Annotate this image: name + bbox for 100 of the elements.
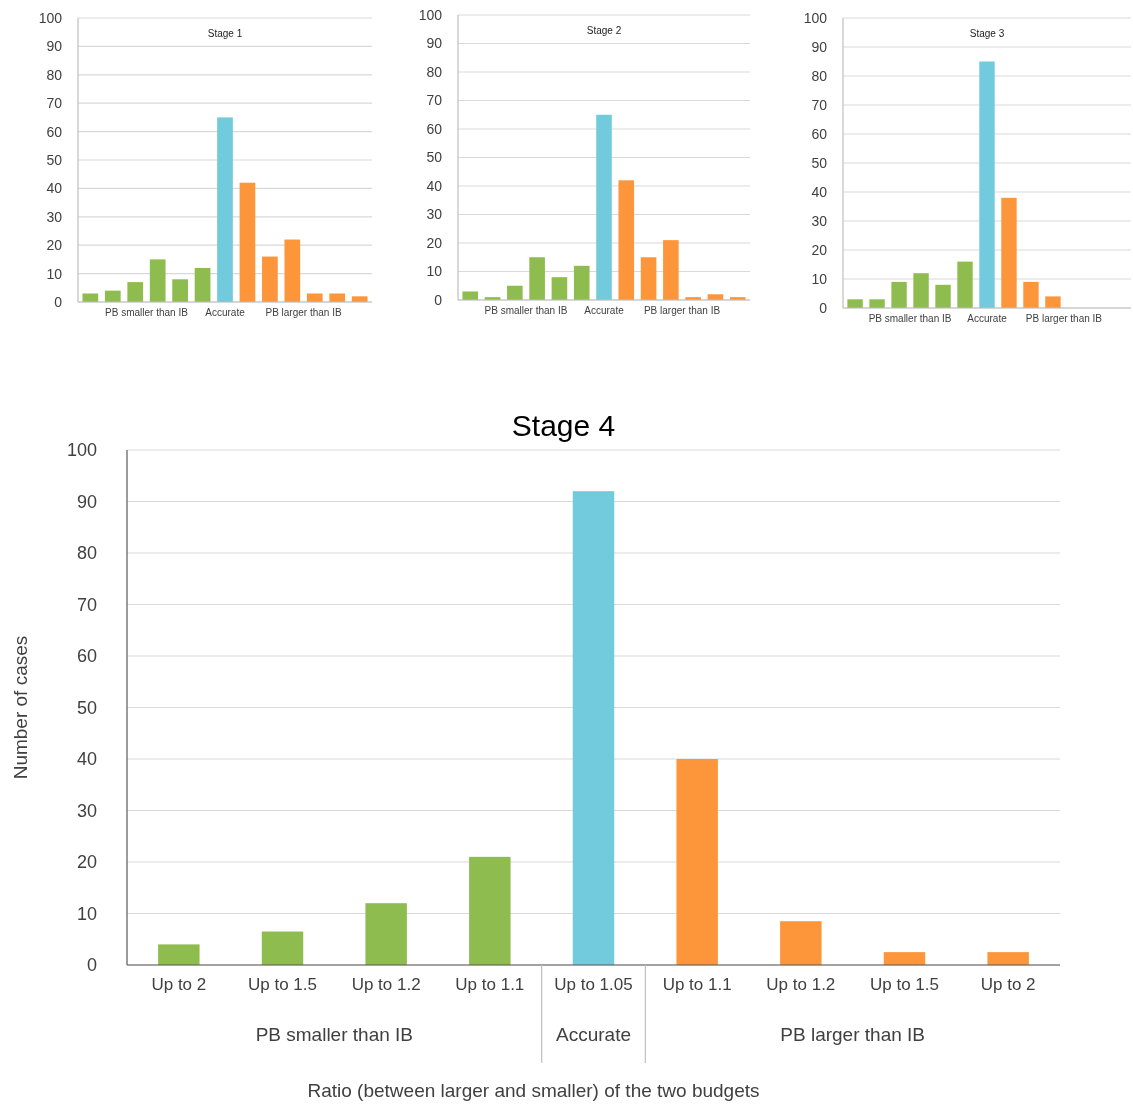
x-tick-label: Up to 2 (980, 975, 1036, 994)
y-tick-label: 90 (811, 38, 828, 55)
bar (217, 117, 233, 302)
x-tick-label: Up to 1.5 (870, 975, 939, 994)
bar (284, 239, 301, 302)
y-tick-label: 60 (46, 123, 63, 140)
bar (149, 259, 166, 302)
y-tick-label: 60 (811, 125, 828, 142)
y-tick-label: 0 (434, 291, 443, 308)
y-tick-label: 40 (426, 177, 443, 194)
y-tick-label: 50 (426, 149, 443, 166)
y-tick-label: 50 (811, 154, 828, 171)
text: PB larger than IB (265, 307, 342, 318)
y-tick-label: 60 (76, 646, 97, 667)
bar (194, 267, 211, 302)
y-tick-label: 30 (76, 800, 97, 821)
y-tick-label: 20 (426, 234, 443, 251)
bar (596, 114, 612, 300)
text: PB larger than IB (780, 1024, 926, 1045)
y-tick-label: 0 (86, 955, 97, 976)
bar (572, 491, 615, 965)
text: Accurate (967, 313, 1008, 324)
y-tick-label: 30 (811, 212, 828, 229)
text: Stage 2 (586, 25, 622, 36)
bar (780, 921, 822, 965)
y-tick-label: 90 (426, 35, 443, 52)
bar (469, 856, 511, 965)
y-tick-label: 10 (426, 263, 443, 280)
bar (1001, 197, 1017, 308)
y-tick-label: 80 (76, 543, 97, 564)
y-tick-label: 80 (46, 66, 63, 83)
bar (261, 931, 304, 965)
bar (351, 296, 368, 302)
text: PB smaller than IB (484, 305, 568, 316)
bar (507, 285, 523, 300)
bar (262, 256, 278, 302)
bar (1023, 281, 1039, 308)
bar (172, 279, 188, 302)
bar (239, 182, 256, 302)
y-tick-label: 90 (76, 491, 97, 512)
y-tick-label: 70 (76, 594, 97, 615)
y-tick-label: 50 (76, 697, 97, 718)
y-tick-label: 30 (46, 208, 63, 225)
x-tick-label: Up to 1.2 (351, 975, 421, 994)
text: Accurate (205, 307, 246, 318)
text: PB smaller than IB (105, 307, 189, 318)
bar (640, 257, 657, 300)
y-tick-label: 40 (46, 180, 63, 197)
bar (979, 61, 995, 308)
bar (529, 257, 545, 300)
y-tick-label: 80 (811, 67, 828, 84)
bar (676, 759, 718, 965)
y-tick-label: 10 (46, 265, 63, 282)
y-tick-label: 100 (66, 440, 97, 461)
text: Stage 1 (207, 28, 243, 39)
y-tick-label: 20 (811, 241, 828, 258)
bar (935, 284, 951, 308)
y-tick-label: 40 (76, 749, 97, 770)
bar (573, 265, 590, 300)
x-axis-title: Ratio (between larger and smaller) of the two budgets (307, 1080, 760, 1101)
y-tick-label: 10 (811, 270, 828, 287)
text: PB smaller than IB (255, 1024, 414, 1045)
chart-title: Stage 4 (511, 409, 616, 442)
text: PB larger than IB (1025, 313, 1103, 324)
text: Accurate (584, 305, 625, 316)
bar (891, 281, 907, 308)
bar (551, 277, 568, 300)
bar (847, 299, 863, 308)
y-tick-label: 100 (418, 6, 443, 23)
y-axis-title: Number of cases (10, 635, 31, 780)
bar (329, 293, 346, 302)
bar (82, 293, 99, 302)
y-tick-label: 20 (46, 237, 63, 254)
bar (1045, 296, 1061, 308)
y-tick-label: 80 (426, 63, 443, 80)
text: PB larger than IB (643, 305, 721, 316)
bar (663, 240, 679, 300)
bar (883, 952, 926, 965)
x-tick-label: Up to 1.05 (554, 975, 633, 994)
bar (127, 282, 144, 302)
bar (365, 903, 407, 965)
bar (987, 952, 1029, 965)
x-tick-label: Up to 1.2 (766, 975, 836, 994)
y-tick-label: 10 (76, 903, 97, 924)
y-tick-label: 0 (819, 299, 828, 316)
y-tick-label: 60 (426, 120, 443, 137)
y-tick-label: 70 (46, 95, 63, 112)
y-tick-label: 100 (38, 9, 63, 26)
y-tick-label: 30 (426, 206, 443, 223)
bar (306, 293, 323, 302)
y-tick-label: 20 (76, 852, 97, 873)
x-tick-label: Up to 1.1 (455, 975, 525, 994)
x-tick-label: Up to 2 (151, 975, 207, 994)
bar (158, 944, 200, 965)
text: PB smaller than IB (868, 313, 952, 324)
bar (462, 291, 479, 300)
bar (913, 273, 929, 308)
bar (869, 299, 885, 308)
y-tick-label: 40 (811, 183, 828, 200)
bar (104, 290, 121, 302)
